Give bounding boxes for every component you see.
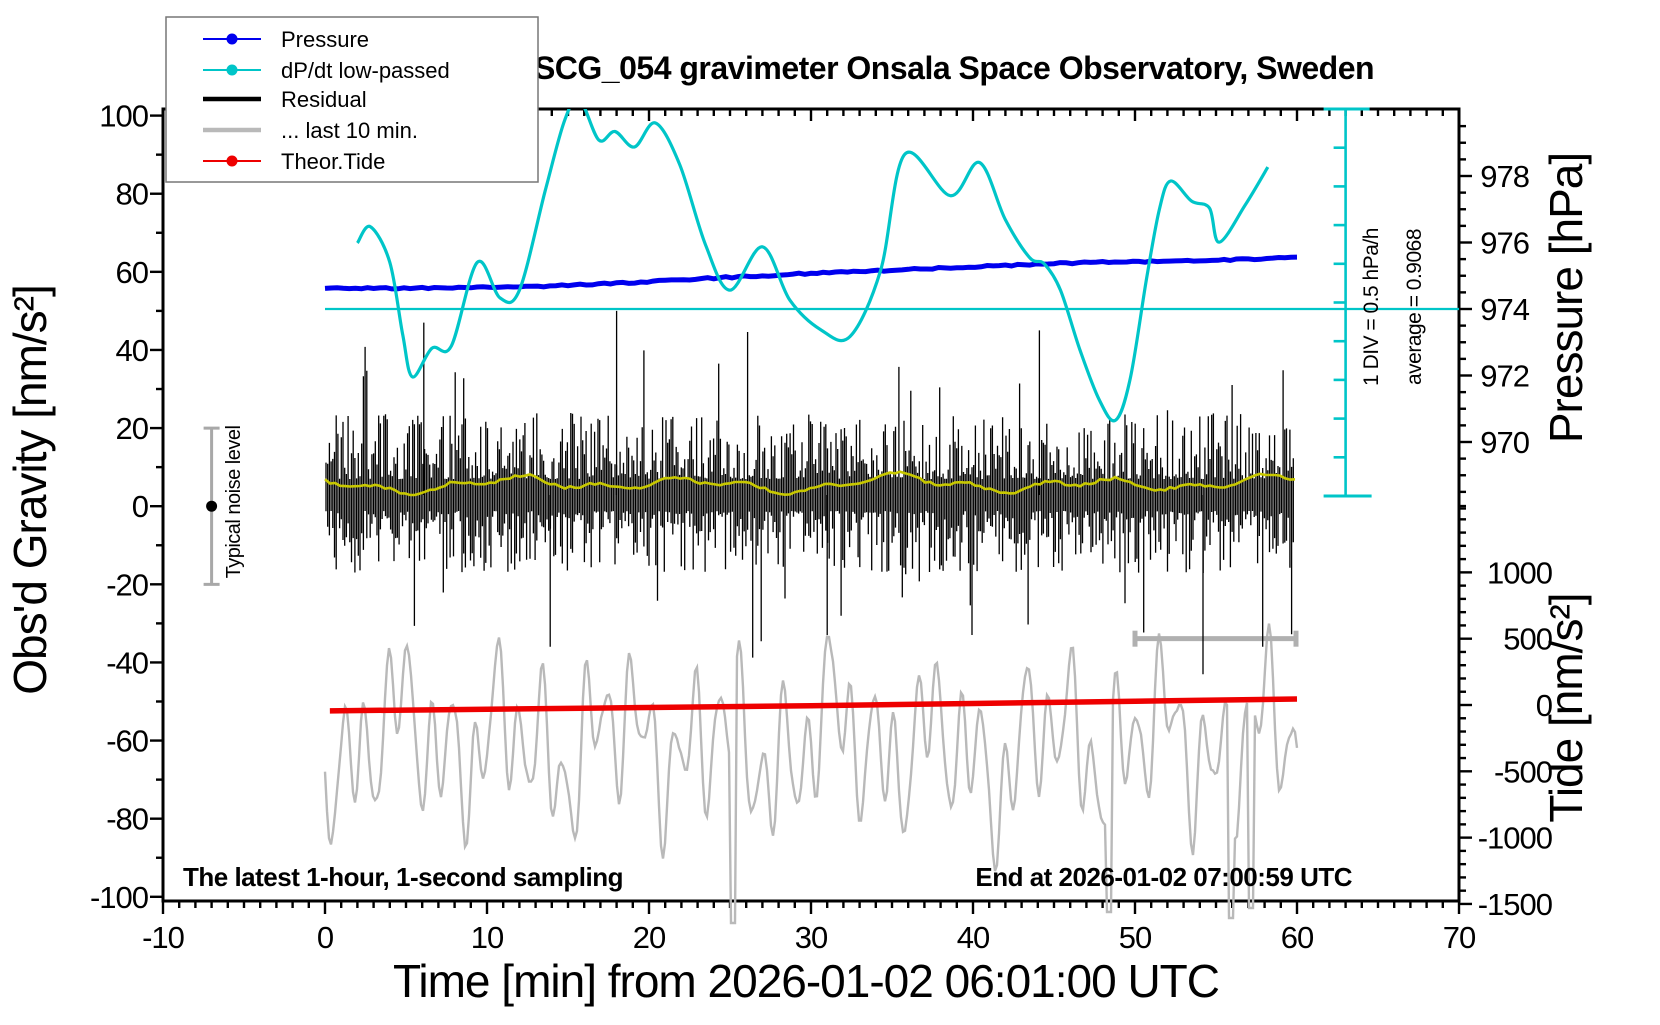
tide-tick-label: -1000 xyxy=(1478,821,1553,856)
legend-item-residual: Residual xyxy=(203,87,367,112)
plot-generated: -10 0 10 20 30 40 50 60 70-100-80-60-40-20020406… xyxy=(90,99,1554,955)
x-axis-title: Time [min] from 2026-01-02 06:01:00 UTC xyxy=(393,955,1219,1007)
legend-label: dP/dt low-passed xyxy=(281,58,450,83)
tide-tick-label: 1000 xyxy=(1487,555,1553,590)
sampling-annotation: The latest 1-hour, 1-second sampling xyxy=(183,862,623,892)
y-axis-title-pressure: Pressure [hPa] xyxy=(1540,153,1592,443)
gravity-tick-label: -100 xyxy=(90,880,149,915)
gravity-tick-label: 100 xyxy=(99,99,148,134)
dpdt-curve xyxy=(356,109,1270,423)
gravity-tick-label: 40 xyxy=(116,333,149,368)
x-tick-label: 40 xyxy=(957,920,990,955)
theor-tide-dot-icon xyxy=(226,155,238,167)
last10min-curve xyxy=(323,623,1299,925)
gravity-tick-label: 20 xyxy=(116,411,149,446)
gravity-tick-label: -40 xyxy=(106,645,149,680)
x-tick-label: 30 xyxy=(795,920,828,955)
theor-tide-curve xyxy=(329,696,1298,714)
pressure-tick-label: 970 xyxy=(1480,425,1529,460)
dpdt-dot-icon xyxy=(226,64,238,76)
legend-item-last10min: ... last 10 min. xyxy=(203,118,418,143)
legend-label: Theor.Tide xyxy=(281,149,385,174)
legend-item-theor-tide: Theor.Tide xyxy=(203,149,385,174)
tide-tick-label: 500 xyxy=(1503,622,1552,657)
div-scale-note: 1 DIV = 0.5 hPa/h xyxy=(1360,228,1383,386)
pressure-curve xyxy=(324,254,1298,292)
pressure-tick-label: 972 xyxy=(1480,359,1529,394)
pressure-tick-label: 978 xyxy=(1480,159,1529,194)
noise-error-bar-dot xyxy=(206,500,218,512)
x-tick-label: 70 xyxy=(1443,920,1476,955)
gravity-tick-label: 60 xyxy=(116,255,149,290)
x-tick-label: 20 xyxy=(633,920,666,955)
y-axis-title-gravity: Obs'd Gravity [nm/s²] xyxy=(4,285,56,695)
x-tick-label: 60 xyxy=(1281,920,1314,955)
gravity-tick-label: -80 xyxy=(106,802,149,837)
x-tick-label: 10 xyxy=(471,920,504,955)
x-tick-label: -10 xyxy=(142,920,185,955)
x-tick-label: 0 xyxy=(317,920,334,955)
tide-tick-label: -1500 xyxy=(1478,887,1553,922)
residual-lowpass-curve xyxy=(324,470,1296,497)
gravity-tick-label: 0 xyxy=(132,489,149,524)
legend-label: ... last 10 min. xyxy=(281,118,418,143)
gravity-tick-label: -60 xyxy=(106,724,149,759)
noise-level-label: Typical noise level xyxy=(223,426,245,579)
legend: Pressure dP/dt low-passed Residual ... l… xyxy=(165,16,539,183)
tide-tick-label: -500 xyxy=(1494,754,1553,789)
x-tick-label: 50 xyxy=(1119,920,1152,955)
legend-item-dpdt: dP/dt low-passed xyxy=(203,58,450,83)
residual-noise-band xyxy=(325,310,1294,675)
legend-label: Pressure xyxy=(281,27,369,52)
gravity-tick-label: -20 xyxy=(106,567,149,602)
chart-title: SCG_054 gravimeter Onsala Space Observat… xyxy=(534,50,1374,86)
average-note: average = 0.9068 xyxy=(1403,229,1426,385)
pressure-tick-label: 976 xyxy=(1480,226,1529,261)
pressure-dot-icon xyxy=(226,33,238,45)
gravity-tick-label: 80 xyxy=(116,177,149,212)
legend-item-pressure: Pressure xyxy=(203,27,369,52)
end-time-annotation: End at 2026-01-02 07:00:59 UTC xyxy=(975,862,1352,892)
tide-tick-label: 0 xyxy=(1536,688,1553,723)
legend-label: Residual xyxy=(281,87,367,112)
y-axis-title-tide: Tide [nm/s²] xyxy=(1540,593,1592,822)
pressure-tick-label: 974 xyxy=(1480,292,1529,327)
